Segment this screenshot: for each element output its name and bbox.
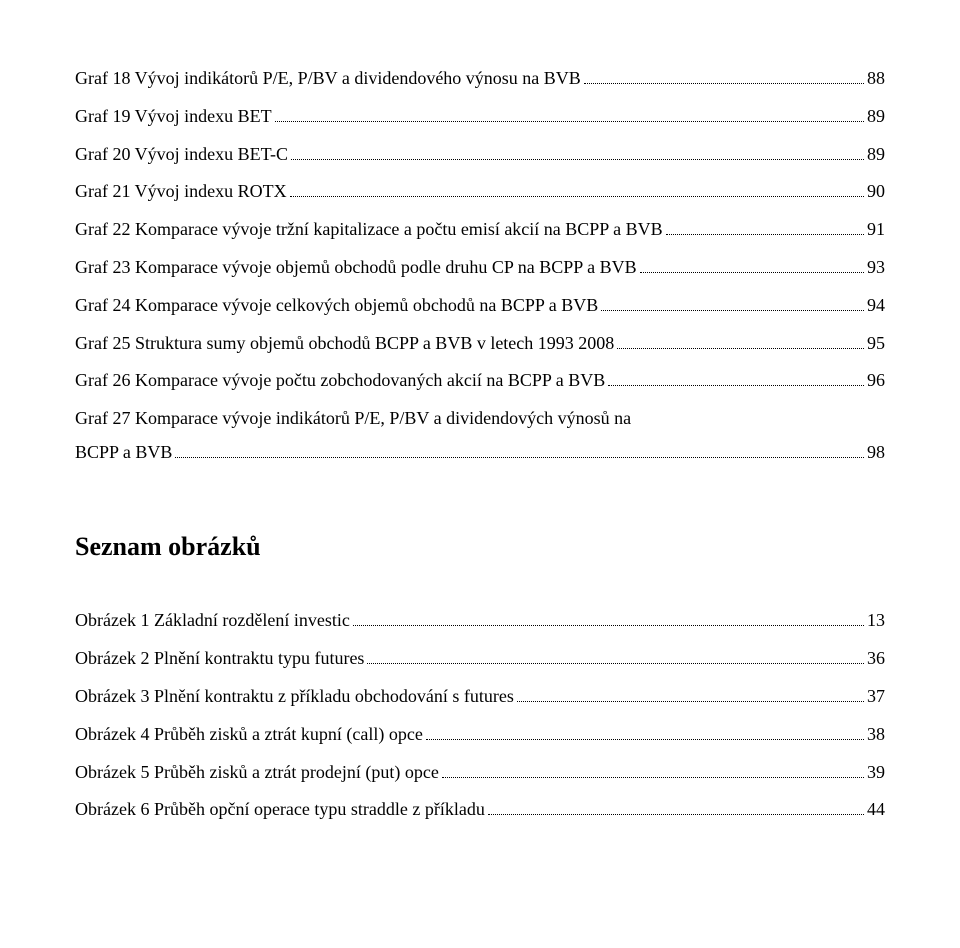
toc-leader-dots — [666, 218, 864, 235]
toc-entry-label: Graf 18 Vývoj indikátorů P/E, P/BV a div… — [75, 60, 581, 98]
toc-entry-label: Graf 26 Komparace vývoje počtu zobchodov… — [75, 362, 605, 400]
toc-entry-page: 88 — [867, 60, 885, 98]
heading-seznam-obrazku: Seznam obrázků — [75, 520, 885, 575]
toc-entry-label: Graf 20 Vývoj indexu BET-C — [75, 136, 288, 174]
toc-entry: Graf 20 Vývoj indexu BET-C 89 — [75, 136, 885, 174]
toc-entry-label: Obrázek 2 Plnění kontraktu typu futures — [75, 640, 364, 678]
toc-entry-page: 96 — [867, 362, 885, 400]
toc-entry-page: 91 — [867, 211, 885, 249]
toc-entry-label: Graf 19 Vývoj indexu BET — [75, 98, 272, 136]
toc-entry: Graf 27 Komparace vývoje indikátorů P/E,… — [75, 400, 885, 438]
toc-entry-page: 44 — [867, 791, 885, 829]
toc-entry-page: 94 — [867, 287, 885, 325]
toc-leader-dots — [367, 647, 864, 664]
toc-entry: Graf 24 Komparace vývoje celkových objem… — [75, 287, 885, 325]
toc-entry-page: 90 — [867, 173, 885, 211]
toc-entry: Graf 26 Komparace vývoje počtu zobchodov… — [75, 362, 885, 400]
toc-entry-label: Graf 23 Komparace vývoje objemů obchodů … — [75, 249, 637, 287]
toc-entry-label: Graf 27 Komparace vývoje indikátorů P/E,… — [75, 400, 631, 438]
toc-obrazky-list: Obrázek 1 Základní rozdělení investic 13… — [75, 602, 885, 829]
toc-entry-page: 89 — [867, 136, 885, 174]
toc-entry-page: 39 — [867, 754, 885, 792]
toc-leader-dots — [617, 331, 864, 348]
toc-entry: Obrázek 2 Plnění kontraktu typu futures … — [75, 640, 885, 678]
toc-entry: Obrázek 4 Průběh zisků a ztrát kupní (ca… — [75, 716, 885, 754]
toc-leader-dots — [175, 441, 864, 458]
toc-entry: Obrázek 6 Průběh opční operace typu stra… — [75, 791, 885, 829]
toc-leader-dots — [601, 294, 864, 311]
toc-entry: Graf 25 Struktura sumy objemů obchodů BC… — [75, 325, 885, 363]
toc-leader-dots — [584, 67, 864, 84]
toc-entry: Graf 19 Vývoj indexu BET 89 — [75, 98, 885, 136]
toc-leader-dots — [640, 256, 864, 273]
toc-entry-page: 38 — [867, 716, 885, 754]
toc-entry-label: Obrázek 3 Plnění kontraktu z příkladu ob… — [75, 678, 514, 716]
toc-entry-page: 89 — [867, 98, 885, 136]
toc-entry-page: 93 — [867, 249, 885, 287]
toc-leader-dots — [442, 760, 864, 777]
toc-entry-label: Graf 21 Vývoj indexu ROTX — [75, 173, 287, 211]
toc-leader-dots — [290, 180, 864, 197]
toc-entry-label: Graf 24 Komparace vývoje celkových objem… — [75, 287, 598, 325]
toc-leader-dots — [353, 609, 864, 626]
toc-leader-dots — [517, 685, 864, 702]
toc-leader-dots — [291, 142, 864, 159]
toc-entry-label: Graf 22 Komparace vývoje tržní kapitaliz… — [75, 211, 663, 249]
toc-leader-dots — [608, 369, 864, 386]
toc-entry-label: Graf 25 Struktura sumy objemů obchodů BC… — [75, 325, 614, 363]
toc-entry: Graf 23 Komparace vývoje objemů obchodů … — [75, 249, 885, 287]
toc-entry-continuation: BCPP a BVB 98 — [75, 434, 885, 472]
toc-leader-dots — [275, 105, 864, 122]
toc-grafy-list: Graf 18 Vývoj indikátorů P/E, P/BV a div… — [75, 60, 885, 472]
toc-entry-page: 36 — [867, 640, 885, 678]
toc-leader-dots — [488, 798, 864, 815]
toc-entry-page: 98 — [867, 434, 885, 472]
toc-entry: Graf 21 Vývoj indexu ROTX 90 — [75, 173, 885, 211]
toc-entry-label: Obrázek 1 Základní rozdělení investic — [75, 602, 350, 640]
toc-entry-label: Obrázek 5 Průběh zisků a ztrát prodejní … — [75, 754, 439, 792]
toc-entry-page: 95 — [867, 325, 885, 363]
toc-entry-page: 13 — [867, 602, 885, 640]
toc-entry: Obrázek 1 Základní rozdělení investic 13 — [75, 602, 885, 640]
toc-entry-label: BCPP a BVB — [75, 434, 172, 472]
toc-leader-dots — [426, 723, 864, 740]
toc-entry: Obrázek 5 Průběh zisků a ztrát prodejní … — [75, 754, 885, 792]
toc-entry-page: 37 — [867, 678, 885, 716]
toc-entry: Obrázek 3 Plnění kontraktu z příkladu ob… — [75, 678, 885, 716]
toc-entry: Graf 22 Komparace vývoje tržní kapitaliz… — [75, 211, 885, 249]
toc-entry: Graf 18 Vývoj indikátorů P/E, P/BV a div… — [75, 60, 885, 98]
toc-entry-label: Obrázek 6 Průběh opční operace typu stra… — [75, 791, 485, 829]
toc-entry-label: Obrázek 4 Průběh zisků a ztrát kupní (ca… — [75, 716, 423, 754]
